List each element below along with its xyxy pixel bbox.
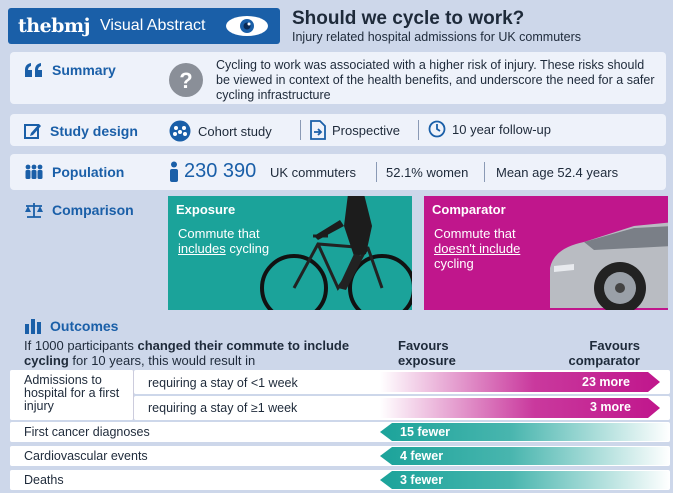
comparison-heading: Comparison [24,202,134,218]
row2-label: requiring a stay of ≥1 week [148,401,298,415]
divider [300,120,301,140]
population-women: 52.1% women [386,165,469,180]
arrow-row2 [380,398,660,418]
row5-label: Deaths [24,473,64,487]
divider [484,162,485,182]
exposure-text-b: includes [178,241,226,256]
population-panel [10,154,666,190]
people-icon [25,164,43,179]
favours-comparator-line1: Favours [589,338,640,353]
car-illustration [550,222,668,310]
summary-label: Summary [52,62,116,78]
row4-value: 4 fewer [400,449,444,463]
brand-banner: thebmj Visual Abstract [8,8,280,44]
person-icon [170,161,178,182]
brand-label: Visual Abstract [99,17,206,34]
row1-label: requiring a stay of <1 week [148,376,298,390]
population-label: Population [52,164,125,180]
row4-label: Cardiovascular events [24,449,148,463]
scales-icon [25,203,43,218]
divider [418,120,419,140]
group-icon [169,120,191,142]
design-followup-label: 10 year follow-up [452,121,551,137]
favours-comparator: Favours comparator [556,338,640,368]
comparator-text-c: cycling [434,256,474,271]
outcomes-intro-a: If 1000 participants [24,338,138,353]
document-arrow-icon [310,120,326,140]
population-heading: Population [24,164,124,180]
eye-icon [226,16,268,36]
comparator-text: Commute that doesn't include cycling [434,226,544,271]
study-design-label: Study design [50,123,138,139]
exposure-heading: Exposure [176,202,236,217]
favours-exposure: Favours exposure [398,338,456,368]
arrow-row3 [380,423,670,441]
admissions-cell [10,370,134,420]
favours-exposure-line1: Favours [398,338,449,353]
design-prospective: Prospective [310,120,400,140]
outcomes-intro: If 1000 participants changed their commu… [24,338,364,368]
page-subtitle: Injury related hospital admissions for U… [292,30,582,44]
row3-label: First cancer diagnoses [24,425,150,439]
favours-exposure-line2: exposure [398,353,456,368]
pencil-icon [24,124,41,139]
cyclist-illustration [260,196,412,310]
design-cohort-label: Cohort study [198,123,272,139]
population-age: Mean age 52.4 years [496,165,619,180]
outcomes-label: Outcomes [50,318,119,334]
divider [376,162,377,182]
population-count: 230 390 [184,160,257,182]
summary-panel [10,52,666,104]
study-design-heading: Study design [24,122,138,140]
arrow-row4 [380,447,670,465]
comparison-label: Comparison [52,202,134,218]
outcomes-heading: Outcomes [24,318,118,334]
exposure-text: Commute that includes cycling [178,226,288,256]
exposure-text-a: Commute that [178,226,260,241]
brand-logo: thebmj [18,15,90,37]
design-cohort: Cohort study [168,120,272,142]
quote-icon [25,63,42,77]
summary-heading: Summary [24,62,116,78]
comparator-text-b: doesn't include [434,241,521,256]
comparator-heading: Comparator [432,202,506,217]
row3-value: 15 fewer [400,425,451,439]
svg-text:?: ? [179,68,192,93]
row5-value: 3 fewer [400,473,444,487]
favours-comparator-line2: comparator [568,353,640,368]
population-count-label: UK commuters [270,165,356,180]
design-prospective-label: Prospective [332,122,400,138]
design-followup: 10 year follow-up [428,120,551,138]
study-design-panel [10,114,666,146]
row1-value: 23 more [582,375,630,389]
bar-chart-icon [25,319,41,334]
clock-icon [428,120,446,138]
comparator-text-a: Commute that [434,226,516,241]
exposure-card: Exposure Commute that includes cycling [168,196,412,310]
row2-value: 3 more [590,400,631,414]
arrow-row1 [380,372,660,392]
outcomes-intro-b: changed their commute to include cycling [24,338,350,368]
admissions-label: Admissions to hospital for a first injur… [24,373,120,413]
comparator-card: Comparator Commute that doesn't include … [424,196,668,310]
page-title: Should we cycle to work? [292,8,525,29]
outcomes-intro-c: for 10 years, this would result in [68,353,256,368]
exposure-text-c: cycling [225,241,270,256]
summary-text: Cycling to work was associated with a hi… [216,58,655,102]
arrow-row5 [380,471,670,489]
question-icon: ? [169,63,203,97]
